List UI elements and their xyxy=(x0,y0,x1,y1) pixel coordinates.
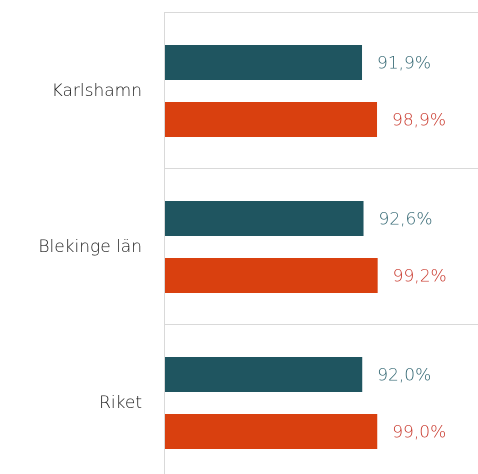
value-label: 99,0% xyxy=(392,423,446,443)
value-label: 92,6% xyxy=(379,210,433,230)
value-label: 98,9% xyxy=(392,111,446,131)
category-label: Riket xyxy=(99,393,142,413)
category-label: Karlshamn xyxy=(52,81,142,101)
bar xyxy=(165,258,378,293)
bar xyxy=(165,357,363,392)
value-label: 99,2% xyxy=(393,267,447,287)
bar xyxy=(165,102,378,137)
category-label: Blekinge län xyxy=(38,237,142,257)
bar xyxy=(165,414,378,449)
bar xyxy=(165,201,364,236)
bar xyxy=(165,45,363,80)
value-label: 91,9% xyxy=(377,54,431,74)
value-label: 92,0% xyxy=(377,366,431,386)
